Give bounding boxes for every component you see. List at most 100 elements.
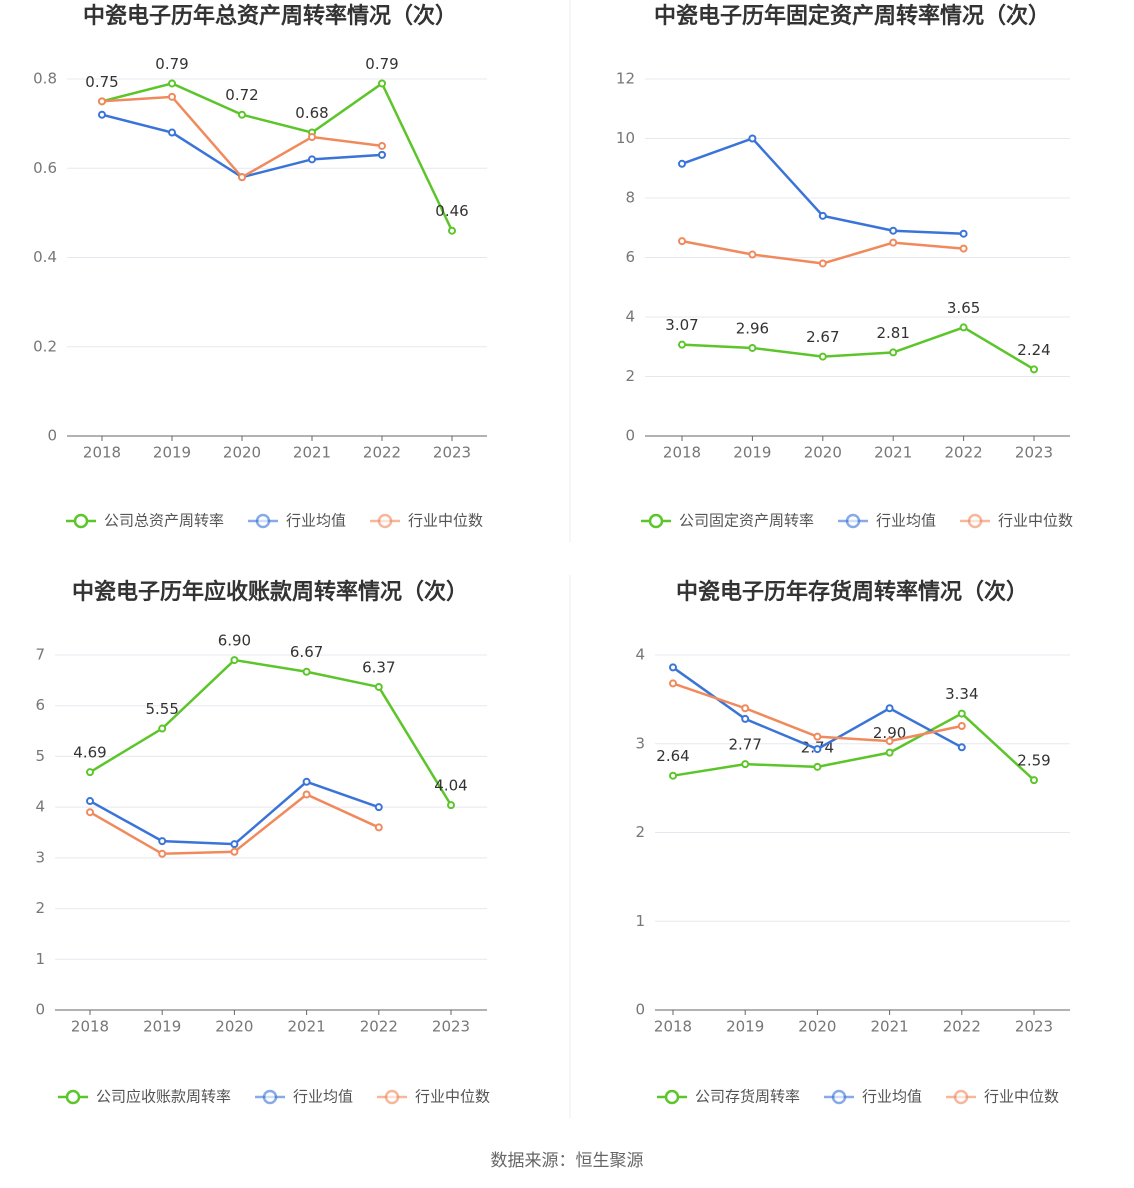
y-tick-label: 0 <box>47 427 57 445</box>
chart-title: 中瓷电子历年存货周转率情况（次） <box>676 579 1028 605</box>
legend-label: 行业中位数 <box>408 512 483 530</box>
legend-marker <box>664 1089 680 1105</box>
data-label: 6.67 <box>290 643 323 661</box>
legend-label: 行业均值 <box>876 512 936 530</box>
y-tick-label: 0 <box>35 1001 45 1019</box>
legend-marker <box>845 513 861 529</box>
data-point <box>1030 776 1038 785</box>
data-point <box>447 801 455 810</box>
chart-title: 中瓷电子历年总资产周转率情况（次） <box>83 3 457 29</box>
data-label: 0.68 <box>295 104 328 122</box>
legend-label: 行业中位数 <box>984 1088 1059 1106</box>
data-point <box>678 340 686 349</box>
data-point <box>741 714 750 723</box>
data-label: 2.90 <box>873 724 906 742</box>
legend-marker <box>65 1089 81 1105</box>
data-point <box>378 79 386 88</box>
data-label: 2.67 <box>806 328 839 346</box>
x-tick-label: 2020 <box>804 444 842 462</box>
data-point <box>98 110 106 119</box>
data-label: 0.46 <box>435 202 468 220</box>
y-tick-label: 4 <box>625 308 635 326</box>
data-label: 5.55 <box>145 700 178 718</box>
data-point <box>86 808 94 817</box>
y-tick-label: 5 <box>35 747 45 765</box>
data-point <box>813 762 822 771</box>
series-line <box>101 81 454 232</box>
x-tick-label: 2022 <box>943 1018 981 1036</box>
y-tick-label: 0.6 <box>33 159 57 177</box>
data-point <box>678 159 686 168</box>
y-tick-label: 0 <box>625 427 635 445</box>
y-tick-label: 3 <box>635 734 645 752</box>
legend-marker <box>255 513 271 529</box>
x-tick-label: 2023 <box>433 444 471 462</box>
series-line <box>101 95 383 179</box>
data-label: 0.79 <box>365 55 398 73</box>
data-point <box>748 343 757 352</box>
data-label: 2.64 <box>656 747 689 765</box>
y-tick-label: 6 <box>625 248 635 266</box>
data-point <box>669 663 677 672</box>
x-tick-label: 2019 <box>733 444 771 462</box>
x-tick-label: 2020 <box>223 444 261 462</box>
data-label: 6.90 <box>218 632 251 650</box>
legend-marker <box>73 513 89 529</box>
data-point <box>168 128 176 137</box>
chart-title: 中瓷电子历年应收账款周转率情况（次） <box>72 579 468 605</box>
data-point <box>238 173 246 182</box>
data-point <box>959 229 968 238</box>
data-point <box>374 682 383 691</box>
data-point <box>158 849 167 858</box>
data-label: 6.37 <box>362 658 395 676</box>
y-tick-label: 1 <box>35 950 45 968</box>
data-label: 3.34 <box>945 685 978 703</box>
x-tick-label: 2019 <box>143 1018 181 1036</box>
data-point <box>741 760 750 769</box>
data-point <box>885 737 894 746</box>
data-label: 2.24 <box>1017 341 1050 359</box>
y-tick-label: 0.8 <box>33 70 57 88</box>
data-point <box>230 840 239 849</box>
data-point <box>818 211 827 220</box>
data-point <box>308 155 316 164</box>
x-tick-label: 2022 <box>945 444 983 462</box>
x-tick-label: 2020 <box>215 1018 253 1036</box>
data-point <box>957 743 966 752</box>
data-point <box>748 250 757 259</box>
legend-marker <box>953 1089 969 1105</box>
data-label: 2.96 <box>736 319 769 337</box>
data-point <box>959 244 968 253</box>
data-point <box>302 790 311 799</box>
x-tick-label: 2021 <box>874 444 912 462</box>
data-point <box>741 704 750 713</box>
y-tick-label: 0.4 <box>33 248 57 266</box>
data-point <box>885 748 894 757</box>
y-tick-label: 3 <box>35 848 45 866</box>
data-point <box>86 768 94 777</box>
legend-label: 公司总资产周转率 <box>104 512 224 530</box>
data-point <box>957 709 966 718</box>
data-point <box>168 79 176 88</box>
y-tick-label: 10 <box>616 129 635 147</box>
source: 数据来源：恒生聚源 <box>491 1151 644 1171</box>
x-tick-label: 2022 <box>363 444 401 462</box>
legend-label: 公司存货周转率 <box>695 1088 800 1106</box>
series-line <box>681 326 1035 371</box>
y-tick-label: 2 <box>635 823 645 841</box>
data-point <box>158 837 167 846</box>
legend-label: 公司固定资产周转率 <box>679 512 814 530</box>
data-point <box>818 352 827 361</box>
x-tick-label: 2023 <box>1015 444 1053 462</box>
data-point <box>813 732 822 741</box>
data-point <box>678 237 686 246</box>
legend-marker <box>648 513 664 529</box>
data-point <box>885 704 894 713</box>
y-tick-label: 12 <box>616 70 635 88</box>
y-tick-label: 4 <box>635 646 645 664</box>
data-point <box>378 150 386 159</box>
data-point <box>669 771 677 780</box>
y-tick-label: 8 <box>625 189 635 207</box>
x-tick-label: 2023 <box>432 1018 470 1036</box>
